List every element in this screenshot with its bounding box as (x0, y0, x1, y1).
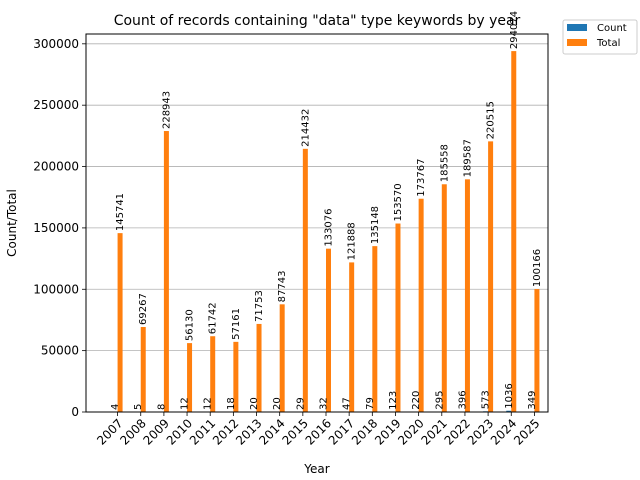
x-tick-label: 2014 (256, 416, 287, 447)
grid-lines (86, 43, 548, 413)
data-label-total: 100166 (532, 249, 543, 287)
bars (112, 51, 540, 413)
x-tick-label: 2021 (418, 416, 449, 447)
legend-swatch-count (567, 24, 587, 31)
bar-total (488, 141, 494, 412)
bar-count (506, 410, 512, 412)
bar-total (534, 289, 540, 412)
x-tick-label: 2025 (511, 416, 542, 447)
data-label-count: 5 (133, 404, 144, 410)
legend: Count Total (562, 19, 638, 55)
bar-total (349, 262, 355, 412)
x-tick-label: 2022 (442, 416, 473, 447)
x-tick-label: 2008 (117, 416, 148, 447)
x-tick-label: 2011 (187, 416, 218, 447)
x-tick-label: 2017 (326, 416, 357, 447)
data-label-count: 396 (457, 390, 468, 409)
data-label-count: 8 (156, 404, 167, 410)
data-label-count: 573 (481, 390, 492, 409)
data-label-count: 123 (388, 391, 399, 410)
x-tick-label: 2013 (233, 416, 264, 447)
legend-swatch-total (567, 39, 587, 46)
data-label-total: 228943 (161, 91, 172, 129)
y-axis: 0 50000 100000 150000 200000 250000 300000 (33, 37, 86, 419)
legend-label-total: Total (596, 38, 620, 49)
bar-total (464, 179, 470, 412)
data-label-total: 56130 (185, 309, 196, 341)
data-label-total: 214432 (300, 109, 311, 147)
data-label-count: 4 (110, 404, 121, 410)
data-label-count: 20 (272, 397, 283, 410)
data-label-count: 18 (226, 397, 237, 410)
data-label-count: 79 (365, 397, 376, 410)
data-label-total: 135148 (370, 206, 381, 244)
data-label-total: 185558 (439, 144, 450, 182)
bar-total (233, 341, 239, 412)
data-label-total: 220515 (486, 101, 497, 139)
x-tick-label: 2010 (164, 416, 195, 447)
bar-total (302, 148, 308, 413)
bar-total (441, 184, 447, 412)
bar-total (117, 233, 123, 412)
plot-frame (85, 33, 549, 413)
x-axis-title: Year (303, 462, 329, 476)
data-label-total: 133076 (324, 208, 335, 246)
x-tick-label: 2012 (210, 416, 241, 447)
data-label-total: 69267 (138, 293, 149, 325)
y-tick-label: 250000 (33, 98, 79, 112)
data-label-count: 47 (342, 397, 353, 410)
data-label-count: 349 (527, 390, 538, 409)
data-label-count: 12 (180, 397, 191, 410)
data-label-total: 294074 (509, 11, 520, 49)
bar-total (326, 248, 331, 412)
bar-total (372, 246, 378, 412)
data-label-total: 87743 (277, 271, 288, 303)
y-tick-label: 50000 (41, 344, 79, 358)
bar-total (418, 198, 424, 412)
data-label-total: 61742 (208, 302, 219, 334)
legend-label-count: Count (597, 23, 627, 34)
x-tick-label: 2024 (488, 416, 519, 447)
data-label-count: 20 (249, 397, 260, 410)
y-tick-label: 150000 (33, 221, 79, 235)
x-axis: 2007200820092010201120122013201420152016… (94, 412, 543, 448)
y-tick-label: 100000 (33, 282, 79, 296)
bar-total (140, 326, 146, 412)
y-tick-label: 0 (71, 405, 79, 419)
x-tick-label: 2007 (94, 416, 125, 447)
data-label-total: 189587 (462, 139, 473, 177)
bar-total (256, 323, 262, 412)
bar-total (279, 304, 285, 412)
data-label-total: 153570 (393, 183, 404, 221)
x-tick-label: 2020 (395, 416, 426, 447)
x-tick-label: 2016 (303, 416, 334, 447)
bar-total (163, 131, 169, 412)
y-tick-label: 300000 (33, 37, 79, 51)
bar-total (210, 336, 216, 412)
x-tick-label: 2018 (349, 416, 380, 447)
data-label-count: 12 (203, 397, 214, 410)
data-label-count: 29 (295, 397, 306, 410)
x-tick-label: 2015 (279, 416, 310, 447)
data-label-count: 32 (319, 397, 330, 410)
bar-total (395, 223, 401, 412)
x-tick-label: 2019 (372, 416, 403, 447)
x-tick-label: 2009 (141, 416, 172, 447)
y-axis-title: Count/Total (5, 189, 19, 257)
data-label-total: 71753 (254, 290, 265, 322)
bar-labels: 4 5 8 12 12 18 20 20 29 32 47 79 123 220 295 396 573 1036… (110, 11, 543, 410)
bar-total (511, 51, 517, 412)
data-label-total: 57161 (231, 308, 242, 340)
data-label-count: 1036 (504, 383, 515, 408)
bar-total (187, 343, 193, 412)
data-label-count: 295 (434, 391, 445, 410)
data-label-count: 220 (411, 391, 422, 410)
x-tick-label: 2023 (465, 416, 496, 447)
chart-title: Count of records containing "data" type … (114, 13, 521, 29)
data-label-total: 145741 (115, 193, 126, 231)
data-label-total: 173767 (416, 159, 427, 197)
data-label-total: 121888 (347, 222, 358, 260)
y-tick-label: 200000 (33, 160, 79, 174)
